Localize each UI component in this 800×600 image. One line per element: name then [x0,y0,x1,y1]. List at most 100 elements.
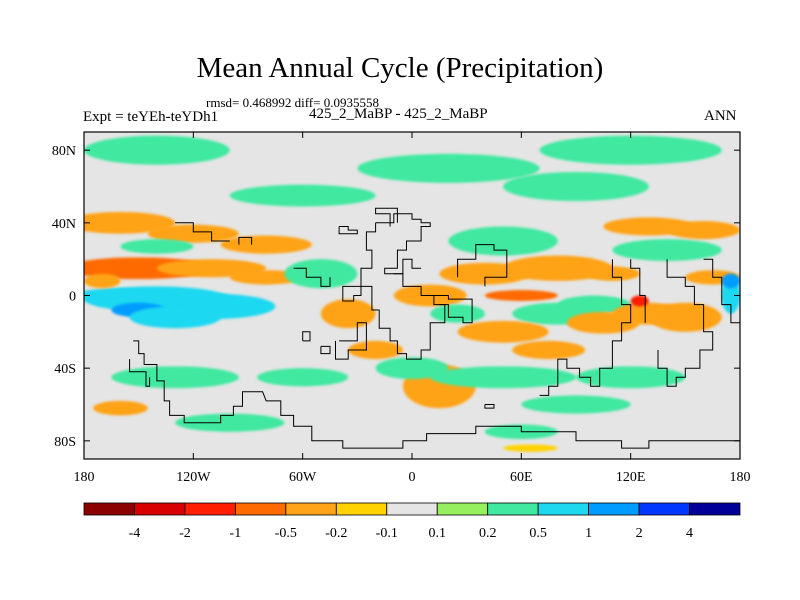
field-cell [111,366,239,389]
field-cell [284,259,358,289]
colorbar-label: 4 [686,526,693,541]
y-tick-label: 40S [54,362,76,377]
field-cell [93,400,148,416]
coastline [657,259,714,387]
y-tick-label: 40N [52,217,76,232]
x-tick-label: 120W [176,470,211,485]
colorbar-label: -0.5 [275,526,297,541]
colorbar-swatch [689,502,741,516]
colorbar-label: 2 [636,526,643,541]
coastline [293,267,331,287]
colorbar-swatch [134,502,186,516]
coastline [375,207,398,227]
coastline [484,404,495,409]
coastline [129,359,151,387]
field-cell [357,153,540,183]
experiment-label: Expt = teYEh-teYDh1 [83,109,219,125]
colorbar-swatch [335,502,388,516]
field-cell [129,306,221,329]
y-tick-label: 80N [52,144,76,159]
coastline [457,244,508,287]
x-tick-label: 60W [289,470,317,485]
colorbar-swatch [83,502,135,516]
field-cell [220,235,312,254]
colorbar-swatch [487,502,539,516]
x-tick-label: 120E [616,470,646,485]
colorbar-label: -4 [129,526,141,541]
colorbar-label: 0.5 [529,526,547,541]
colorbar-label: -1 [230,526,242,541]
x-tick-label: 180 [74,470,95,485]
field-cell [539,135,722,165]
field-cell [521,395,631,414]
colorbar-swatch [234,502,287,516]
coastline [430,295,473,324]
field-cell [457,320,549,343]
field-cell [175,413,285,432]
stats-text: rmsd= 0.468992 diff= 0.0935558 [206,95,379,110]
field-cell [439,262,531,285]
field-cell [721,273,740,289]
coastline [539,259,632,396]
colorbar-label: -0.2 [325,526,347,541]
field-cell [375,357,449,380]
colorbar-swatch [537,502,590,516]
field-cell [484,290,558,301]
coastline [335,322,367,360]
colorbar-label: -0.1 [376,526,398,541]
chart-title: Mean Annual Cycle (Precipitation) [196,52,604,84]
colorbar-label: 0.1 [428,526,446,541]
field-cell [320,299,376,329]
field-cell [229,184,376,207]
y-tick-label: 80S [54,435,76,450]
colorbar-swatch [588,502,640,516]
colorbar-swatch [436,502,489,516]
colorbar-label: 1 [585,526,592,541]
coastline [302,331,311,342]
field-cell [512,340,586,360]
x-tick-label: 180 [730,470,751,485]
x-tick-label: 60E [510,470,533,485]
coastline [238,236,253,245]
coastline [630,259,646,323]
axis-ticks: 180 120W 60W 0 60E 120E 180 80N 40N 0 40S 80S [52,132,751,485]
field-cell [84,211,176,234]
field-layer [84,135,740,452]
field-cell [84,135,230,165]
field-cell [147,224,239,243]
field-cell [630,295,649,307]
field-cell [448,226,558,256]
colorbar-label: -2 [179,526,191,541]
field-cell [667,221,740,240]
coastline [175,222,230,242]
colorbar-swatch [184,502,236,516]
colorbar-swatch [638,502,690,516]
field-cell [120,239,194,254]
season-label: ANN [704,108,737,124]
coastline [342,285,362,302]
field-cell [257,368,349,387]
colorbar-swatch [285,502,337,516]
field-cell [612,239,722,261]
colorbar-label: 0.2 [479,526,497,541]
colorbar: -4 -2 -1 -0.5 -0.2 -0.1 0.1 0.2 0.5 1 2 4 [83,502,741,541]
field-cell [430,366,576,389]
coastline [338,226,358,235]
field-cell [84,273,121,289]
y-tick-label: 0 [69,290,76,305]
field-cell [576,366,686,389]
field-cell [503,171,649,202]
coastline [133,340,740,449]
field-cell [430,304,485,323]
field-cell [503,255,613,281]
coastline [320,345,331,355]
x-tick-label: 0 [409,470,416,485]
coastline [393,258,422,275]
field-cell [348,340,403,360]
coastline-layer [129,207,740,449]
field-cell [503,444,558,452]
colorbar-swatch [386,502,438,516]
comparison-label: 425_2_MaBP - 425_2_MaBP [309,106,488,122]
coastline [703,258,740,324]
